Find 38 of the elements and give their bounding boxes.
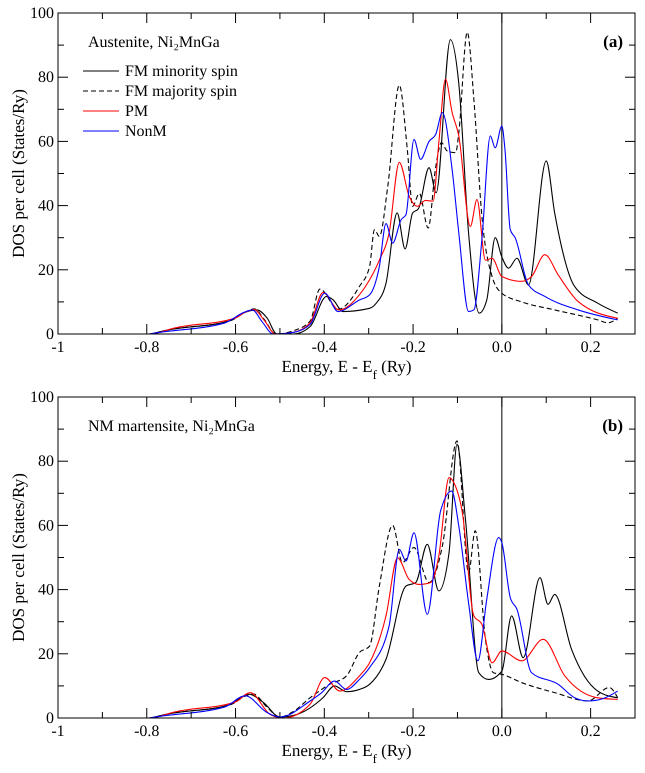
x-tick-label: 0.2 — [580, 723, 601, 740]
y-tick-label: 0 — [46, 326, 54, 343]
x-axis-title: Energy, E - E$_{f}$ (Ry) — [281, 357, 412, 382]
text: NM martensite, Ni₂MnGa — [88, 418, 255, 435]
x-tick-label: 0.0 — [492, 723, 512, 740]
x-tick-label: 0.2 — [580, 339, 601, 356]
y-tick-label: 100 — [30, 389, 54, 406]
x-tick-label: -0.8 — [134, 723, 160, 740]
text: Austenite, Ni₂MnGa — [88, 34, 220, 51]
x-tick-label: -0.4 — [312, 339, 337, 356]
y-tick-label: 60 — [38, 517, 54, 534]
x-tick-label: -0.2 — [400, 723, 426, 740]
x-axis-title: Energy, E - E$_{f}$ (Ry) — [281, 741, 412, 766]
y-tick-label: 80 — [38, 69, 54, 86]
y-tick-label: 40 — [38, 198, 54, 215]
annotation: (a) — [603, 32, 623, 51]
y-tick-label: 40 — [38, 582, 54, 599]
x-tick-label: -0.2 — [400, 339, 426, 356]
legend-label: NonM — [125, 123, 167, 140]
x-tick-label: -1 — [51, 723, 65, 740]
y-tick-label: 80 — [38, 453, 54, 470]
x-tick-label: 0.0 — [492, 339, 512, 356]
y-axis-title: DOS per cell (States/Ry) — [9, 473, 28, 642]
x-tick-label: -0.4 — [312, 723, 337, 740]
y-tick-label: 0 — [46, 710, 54, 727]
x-tick-label: -0.6 — [222, 723, 248, 740]
y-tick-label: 20 — [38, 646, 54, 663]
legend-label: FM majority spin — [125, 83, 238, 100]
x-tick-label: -0.6 — [222, 339, 248, 356]
legend-label: FM minority spin — [125, 63, 238, 80]
y-tick-label: 100 — [30, 5, 54, 22]
annotation: (b) — [602, 416, 623, 435]
y-tick-label: 20 — [38, 262, 54, 279]
y-axis-title: DOS per cell (States/Ry) — [9, 89, 28, 258]
x-tick-label: -1 — [51, 339, 65, 356]
legend-label: PM — [125, 103, 148, 120]
y-tick-label: 60 — [38, 133, 54, 150]
x-tick-label: -0.8 — [134, 339, 160, 356]
